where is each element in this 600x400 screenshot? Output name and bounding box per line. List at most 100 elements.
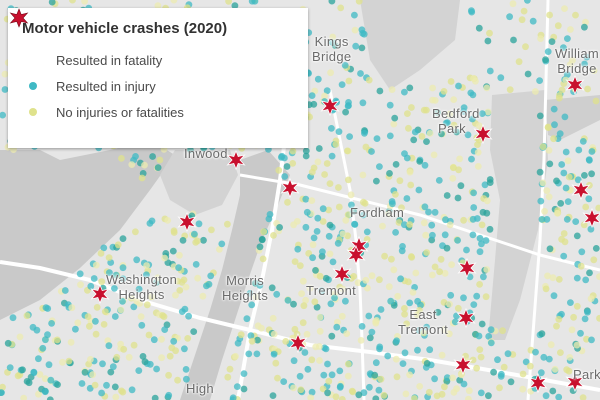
crash-point[interactable] [59, 358, 66, 366]
crash-point[interactable] [325, 377, 333, 385]
crash-point[interactable] [474, 149, 482, 156]
crash-point[interactable] [344, 211, 352, 219]
crash-point[interactable] [554, 209, 561, 217]
crash-point[interactable] [360, 198, 367, 206]
crash-point[interactable] [316, 313, 324, 321]
crash-point[interactable] [588, 148, 596, 155]
crash-point[interactable] [522, 43, 529, 51]
crash-point[interactable] [270, 232, 277, 239]
crash-point[interactable] [483, 197, 491, 205]
crash-point[interactable] [545, 147, 553, 154]
crash-point[interactable] [590, 256, 598, 264]
crash-point[interactable] [401, 221, 408, 229]
crash-point[interactable] [396, 177, 404, 185]
crash-point[interactable] [248, 301, 256, 309]
crash-point[interactable] [343, 330, 351, 337]
crash-point[interactable] [314, 214, 322, 222]
crash-point[interactable] [145, 331, 153, 339]
crash-point[interactable] [319, 248, 326, 256]
crash-point[interactable] [385, 210, 393, 218]
crash-point[interactable] [344, 372, 352, 380]
crash-point[interactable] [386, 170, 393, 177]
crash-point[interactable] [543, 187, 551, 195]
crash-point[interactable] [325, 232, 333, 240]
fatality-point[interactable] [288, 332, 308, 354]
crash-point[interactable] [328, 0, 336, 5]
crash-point[interactable] [558, 310, 565, 318]
crash-point[interactable] [175, 264, 183, 272]
crash-point[interactable] [81, 368, 89, 376]
crash-point[interactable] [392, 355, 400, 363]
crash-point[interactable] [359, 99, 367, 107]
crash-point[interactable] [334, 318, 341, 326]
crash-point[interactable] [107, 368, 115, 376]
crash-point[interactable] [487, 326, 495, 334]
crash-point[interactable] [4, 339, 12, 347]
crash-point[interactable] [573, 341, 581, 349]
crash-point[interactable] [290, 221, 297, 229]
crash-point[interactable] [520, 7, 528, 15]
crash-point[interactable] [569, 56, 576, 64]
crash-point[interactable] [562, 76, 570, 84]
crash-point[interactable] [260, 228, 268, 236]
crash-point[interactable] [401, 310, 408, 318]
crash-point[interactable] [135, 285, 143, 293]
crash-point[interactable] [200, 236, 207, 244]
crash-point[interactable] [499, 327, 506, 335]
crash-point[interactable] [313, 228, 321, 235]
crash-point[interactable] [1, 70, 9, 78]
crash-point[interactable] [359, 29, 367, 37]
crash-point[interactable] [314, 158, 322, 166]
crash-point[interactable] [0, 383, 6, 391]
crash-point[interactable] [105, 342, 113, 350]
crash-point[interactable] [132, 228, 139, 236]
crash-point[interactable] [469, 356, 477, 364]
crash-point[interactable] [578, 248, 586, 256]
crash-point[interactable] [291, 258, 299, 265]
crash-point[interactable] [35, 355, 42, 363]
crash-point[interactable] [298, 290, 305, 297]
crash-point[interactable] [0, 389, 5, 396]
crash-point[interactable] [469, 91, 477, 99]
crash-point[interactable] [431, 208, 439, 216]
crash-point[interactable] [391, 114, 399, 122]
crash-point[interactable] [183, 375, 190, 383]
crash-point[interactable] [297, 386, 305, 394]
crash-point[interactable] [351, 220, 358, 228]
crash-point[interactable] [284, 198, 291, 206]
crash-point[interactable] [470, 301, 478, 308]
crash-point[interactable] [443, 374, 451, 382]
crash-point[interactable] [118, 155, 125, 162]
crash-point[interactable] [560, 169, 568, 177]
crash-point[interactable] [386, 132, 394, 140]
crash-point[interactable] [560, 44, 567, 51]
crash-point[interactable] [281, 154, 288, 162]
crash-point[interactable] [457, 182, 465, 190]
crash-point[interactable] [283, 163, 291, 170]
crash-point[interactable] [426, 346, 434, 354]
crash-point[interactable] [368, 272, 376, 280]
crash-point[interactable] [563, 216, 571, 223]
crash-point[interactable] [302, 223, 310, 231]
crash-point[interactable] [550, 105, 558, 113]
crash-point[interactable] [345, 77, 353, 85]
crash-point[interactable] [143, 271, 150, 279]
crash-point[interactable] [542, 392, 550, 400]
crash-point[interactable] [117, 306, 125, 314]
crash-point[interactable] [460, 104, 468, 111]
crash-point[interactable] [290, 384, 297, 392]
crash-point[interactable] [328, 332, 336, 340]
crash-point[interactable] [143, 301, 151, 309]
crash-point[interactable] [141, 161, 148, 169]
crash-point[interactable] [572, 11, 579, 19]
crash-point[interactable] [375, 386, 383, 394]
crash-point[interactable] [532, 88, 539, 95]
crash-point[interactable] [373, 177, 380, 185]
crash-point[interactable] [359, 211, 367, 219]
crash-point[interactable] [441, 231, 449, 239]
crash-point[interactable] [321, 171, 328, 178]
crash-point[interactable] [323, 160, 331, 167]
crash-point[interactable] [97, 250, 105, 257]
crash-point[interactable] [119, 275, 127, 283]
